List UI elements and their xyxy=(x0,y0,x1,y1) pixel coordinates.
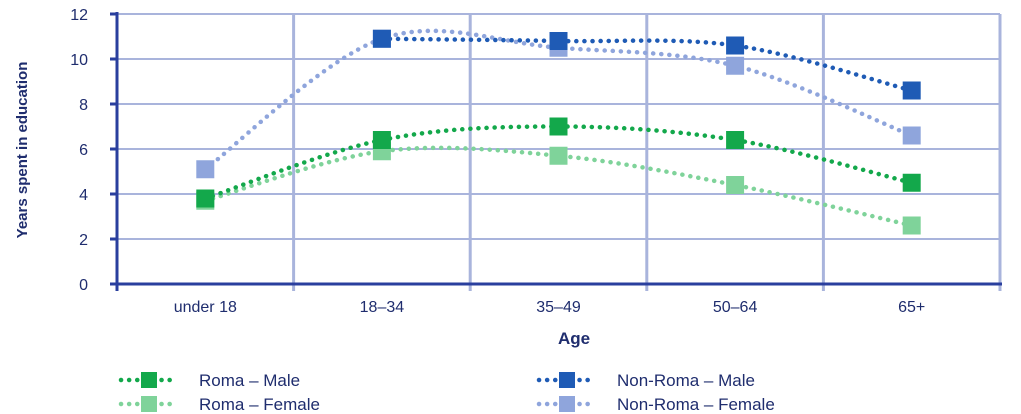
data-point-roma-female xyxy=(902,216,921,235)
data-point-non-roma-female xyxy=(902,126,921,145)
x-tick-label: 50–64 xyxy=(713,299,758,316)
legend-label-roma-female: Roma – Female xyxy=(199,395,320,414)
x-tick-label: 18–34 xyxy=(360,299,405,316)
y-tick-label: 10 xyxy=(70,52,88,69)
x-tick-label: 35–49 xyxy=(536,299,581,316)
data-point-roma-female xyxy=(549,146,568,165)
legend-label-non-roma-male: Non-Roma – Male xyxy=(617,371,755,390)
y-tick-label: 6 xyxy=(79,142,88,159)
y-tick-label: 2 xyxy=(79,232,88,249)
series-line-roma-female xyxy=(203,145,914,228)
legend-marker-non-roma-female xyxy=(559,396,575,412)
axes xyxy=(110,12,1002,291)
data-point-roma-male xyxy=(902,173,921,192)
data-point-non-roma-female xyxy=(196,160,215,179)
tick-labels: 0 2 4 6 8 10 12 under 18 18–34 35–49 50–64 65+ xyxy=(70,7,925,316)
data-point-roma-male xyxy=(549,117,568,136)
x-axis-label: Age xyxy=(558,329,590,348)
data-point-non-roma-female xyxy=(726,56,745,75)
x-tick-label: 65+ xyxy=(898,299,925,316)
legend-label-roma-male: Roma – Male xyxy=(199,371,300,390)
data-point-non-roma-male xyxy=(549,32,568,50)
grid xyxy=(117,13,1002,291)
y-axis-label: Years spent in education xyxy=(14,62,31,239)
legend: Roma – Male Non-Roma – Male Roma – Female N… xyxy=(118,371,775,414)
legend-label-non-roma-female: Non-Roma – Female xyxy=(617,395,775,414)
y-tick-label: 12 xyxy=(70,7,88,24)
data-point-non-roma-male xyxy=(372,29,391,48)
data-point-roma-male xyxy=(372,131,391,149)
data-point-non-roma-male xyxy=(726,36,745,55)
y-tick-label: 8 xyxy=(79,97,88,114)
legend-marker-roma-female xyxy=(141,396,157,412)
y-tick-label: 4 xyxy=(79,187,88,204)
series-layer xyxy=(196,28,921,235)
series-line-non-roma-male xyxy=(379,36,914,93)
data-point-roma-male xyxy=(726,131,745,149)
legend-marker-non-roma-male xyxy=(559,372,575,388)
legend-marker-roma-male xyxy=(141,372,157,388)
data-point-non-roma-male xyxy=(902,81,921,100)
x-tick-label: under 18 xyxy=(174,299,237,316)
y-tick-label: 0 xyxy=(79,277,88,294)
data-point-roma-female xyxy=(726,176,745,194)
data-point-roma-male xyxy=(196,189,215,208)
